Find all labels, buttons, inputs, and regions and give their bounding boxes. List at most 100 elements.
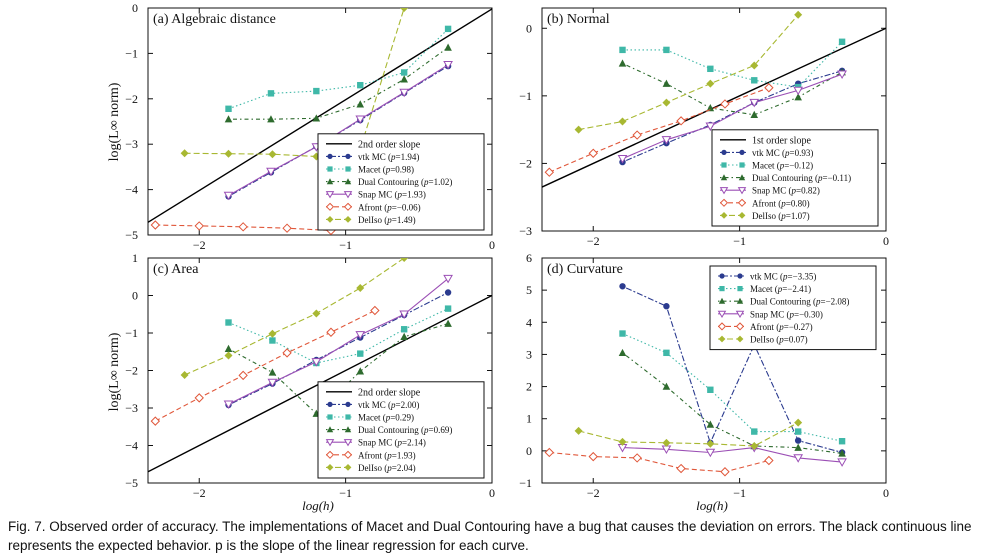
data-point-delliso: [356, 284, 365, 292]
data-point-snap: [793, 86, 804, 96]
chart-panel-3: −2 −1 0 6 5 4 3 2 1 0 −1 (d) Curvature vtk MC (p=−3.…: [519, 251, 889, 500]
x-tick-label: −2: [587, 486, 600, 500]
legend-marker-dual: [720, 174, 728, 181]
series-line-snap: [622, 447, 843, 463]
data-point-snap: [705, 448, 716, 458]
data-point-afront: [150, 220, 161, 230]
data-point-macet: [357, 81, 364, 89]
x-tick-label: −1: [733, 486, 746, 500]
data-point-macet: [400, 69, 408, 76]
data-point-afront: [238, 222, 248, 232]
series-line-afront: [155, 224, 332, 232]
data-point-dual: [618, 59, 627, 67]
data-point-vtk: [794, 437, 802, 444]
data-point-macet: [794, 428, 802, 435]
plot-area: [542, 10, 886, 188]
legend-marker-afront: [325, 450, 335, 459]
data-point-macet: [751, 77, 758, 84]
series-line-vtk: [622, 285, 843, 454]
data-point-afront: [194, 221, 204, 231]
legend-marker-macet: [721, 162, 727, 168]
legend: 2nd order slope vtk MC (p=2.00) Macet (p=0…: [317, 381, 485, 479]
data-point-snap: [837, 458, 847, 467]
data-point-dual: [224, 115, 233, 123]
legend-label-vtk: vtk MC (p=0.93): [752, 148, 813, 158]
data-point-afront: [676, 463, 686, 474]
y-tick-label: −1: [125, 326, 138, 340]
data-point-delliso: [706, 439, 715, 448]
legend-label-dual: Dual Contouring (p=1.02): [358, 177, 452, 187]
series-line-delliso: [184, 8, 405, 158]
y-tick-label: −4: [125, 183, 138, 197]
data-point-afront: [282, 223, 292, 233]
legend-label-snap: Snap MC (p=1.93): [358, 190, 426, 200]
data-point-macet: [838, 438, 846, 445]
chart-panel-1: −2 −1 0 0 −1 −2 −3 (b) Normal 1st order slope vtk…: [519, 7, 889, 248]
data-point-afront: [764, 83, 774, 93]
series-line-afront: [549, 451, 770, 473]
caption-text: Observed order of accuracy. The implemen…: [8, 519, 972, 553]
data-point-snap: [749, 98, 760, 108]
y-tick-label: −5: [125, 228, 138, 242]
data-point-dual: [750, 110, 759, 118]
legend-label-ref: 1st order slope: [752, 135, 811, 146]
legend: 1st order slope vtk MC (p=0.93) Macet (p=−…: [711, 129, 879, 227]
y-tick-label: −1: [519, 89, 532, 103]
data-point-macet: [313, 87, 320, 95]
y-tick-label: −2: [125, 364, 138, 378]
data-point-dual: [662, 79, 671, 87]
legend-label-vtk: vtk MC (p=2.00): [358, 400, 419, 410]
y-axis-label-top: log(L∞ norm): [107, 82, 122, 161]
series-line-dual: [622, 352, 843, 454]
legend-marker-macet: [719, 286, 725, 292]
data-point-snap: [661, 136, 672, 145]
series-line-macet: [228, 28, 449, 110]
y-tick-label: 1: [132, 251, 138, 265]
data-point-macet: [751, 428, 758, 435]
data-point-afront: [632, 130, 642, 140]
x-axis-label-right: log(h): [696, 498, 728, 513]
series-line-afront: [155, 310, 376, 422]
data-point-vtk: [619, 283, 626, 290]
legend-marker-snap: [737, 187, 747, 195]
data-point-snap: [266, 167, 276, 177]
data-point-afront: [238, 370, 248, 381]
legend-label-delliso: DelIso (p=0.07): [750, 335, 808, 345]
data-point-dual: [444, 43, 452, 51]
x-tick-label: 0: [883, 486, 889, 500]
series-line-dual: [228, 323, 449, 415]
x-tick-label: −2: [587, 234, 600, 248]
data-point-delliso: [618, 117, 627, 126]
data-point-macet: [707, 386, 714, 393]
figure-caption: Fig. 7. Observed order of accuracy. The …: [8, 517, 988, 555]
x-tick-label: −2: [193, 486, 206, 500]
legend-marker-dual: [718, 297, 726, 304]
data-point-snap: [399, 88, 410, 98]
legend-marker-vtk: [345, 153, 351, 159]
legend-label-macet: Macet (p=−0.12): [752, 161, 813, 171]
data-point-dual: [400, 332, 408, 340]
y-tick-label: −3: [125, 137, 138, 151]
data-point-macet: [838, 38, 846, 45]
data-point-delliso: [312, 309, 321, 318]
legend-label-afront: Afront (p=0.80): [752, 198, 810, 208]
data-point-snap: [443, 61, 453, 70]
data-point-snap: [311, 358, 322, 367]
legend-marker-afront: [325, 202, 335, 211]
legend-marker-delliso: [736, 335, 744, 343]
legend-marker-delliso: [718, 335, 726, 343]
legend-marker-vtk: [737, 273, 743, 279]
legend-marker-afront: [719, 198, 729, 207]
chart-title: (c) Area: [153, 262, 199, 277]
y-tick-label: −2: [519, 156, 532, 170]
legend-marker-macet: [345, 414, 351, 420]
data-point-delliso: [794, 418, 803, 427]
legend-label-dual: Dual Contouring (p=−0.11): [752, 173, 851, 183]
data-point-macet: [663, 46, 670, 54]
legend-marker-delliso: [344, 464, 352, 471]
y-tick-label: −3: [519, 224, 532, 238]
data-point-dual: [356, 100, 365, 108]
data-point-macet: [225, 105, 232, 112]
chart-panel-2: −2 −1 0 1 0 −1 −2 −3 −4 −5 (c) Area 2nd order slope…: [125, 251, 495, 500]
legend-label-delliso: DelIso (p=1.07): [752, 211, 810, 221]
